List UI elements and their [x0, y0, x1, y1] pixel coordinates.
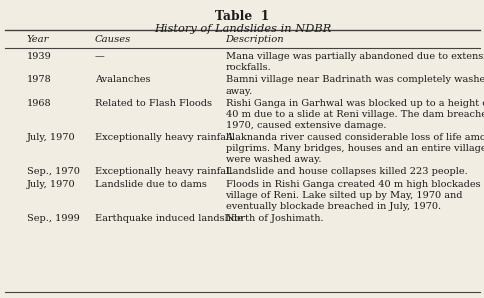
Text: Exceptionally heavy rainfall: Exceptionally heavy rainfall	[94, 167, 231, 176]
Text: 1939: 1939	[27, 52, 51, 61]
Text: Related to Flash Floods: Related to Flash Floods	[94, 99, 211, 108]
Text: Bamni village near Badrinath was completely washed
away.: Bamni village near Badrinath was complet…	[225, 75, 484, 96]
Text: History of Landslides in NDBR: History of Landslides in NDBR	[153, 24, 331, 34]
Text: Exceptionally heavy rainfall: Exceptionally heavy rainfall	[94, 133, 231, 142]
Text: Description: Description	[225, 35, 284, 44]
Text: Landslide due to dams: Landslide due to dams	[94, 180, 206, 189]
Text: Mana village was partially abandoned due to extensive
rockfalls.: Mana village was partially abandoned due…	[225, 52, 484, 72]
Text: Table  1: Table 1	[215, 10, 269, 23]
Text: Causes: Causes	[94, 35, 131, 44]
Text: Avalanches: Avalanches	[94, 75, 150, 85]
Text: Floods in Rishi Ganga created 40 m high blockades near
village of Reni. Lake sil: Floods in Rishi Ganga created 40 m high …	[225, 180, 484, 211]
Text: July, 1970: July, 1970	[27, 180, 75, 189]
Text: Sep., 1970: Sep., 1970	[27, 167, 79, 176]
Text: North of Joshimath.: North of Joshimath.	[225, 214, 322, 223]
Text: 1968: 1968	[27, 99, 51, 108]
Text: Earthquake induced landslide: Earthquake induced landslide	[94, 214, 242, 223]
Text: Rishi Ganga in Garhwal was blocked up to a height of
40 m due to a slide at Reni: Rishi Ganga in Garhwal was blocked up to…	[225, 99, 484, 130]
Text: July, 1970: July, 1970	[27, 133, 75, 142]
Text: Year: Year	[27, 35, 49, 44]
Text: —: —	[94, 52, 104, 61]
Text: Alaknanda river caused considerable loss of life among
pilgrims. Many bridges, h: Alaknanda river caused considerable loss…	[225, 133, 484, 164]
Text: Sep., 1999: Sep., 1999	[27, 214, 79, 223]
Text: Landslide and house collapses killed 223 people.: Landslide and house collapses killed 223…	[225, 167, 466, 176]
Text: 1978: 1978	[27, 75, 51, 85]
